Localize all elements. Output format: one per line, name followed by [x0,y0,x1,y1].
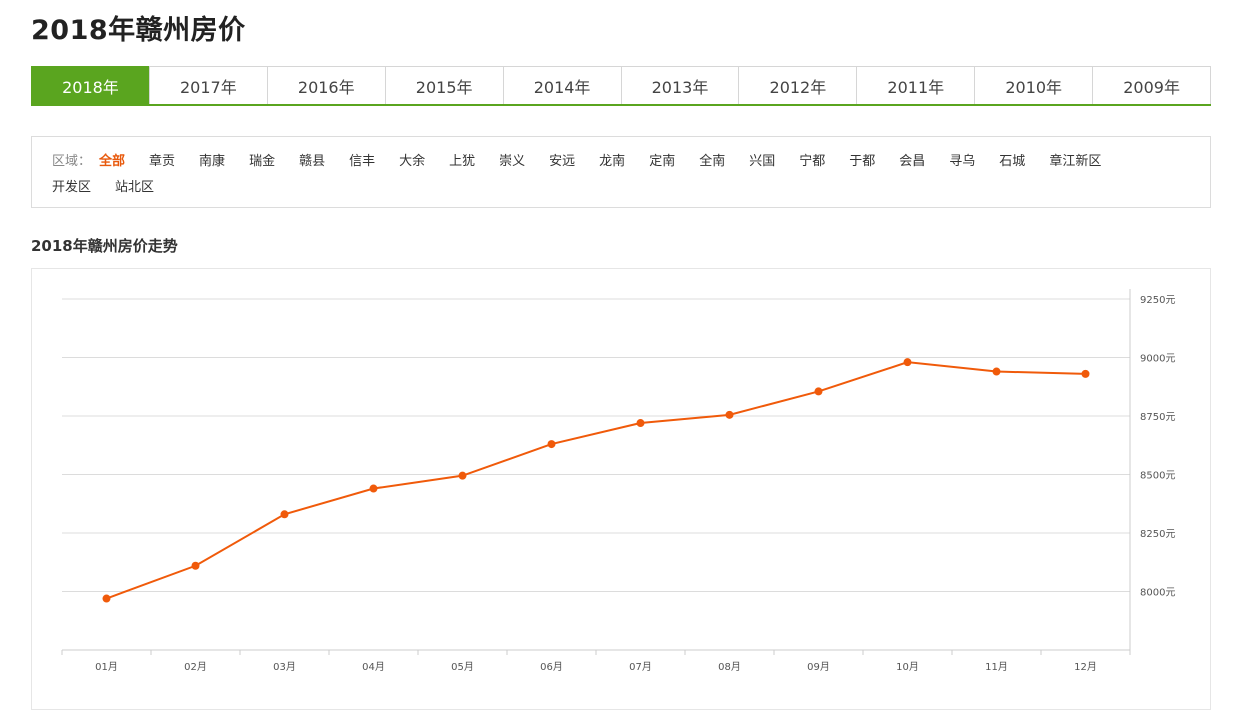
x-tick-label: 12月 [1074,661,1097,673]
x-tick-label: 01月 [95,661,118,673]
year-tab[interactable]: 2011年 [856,66,976,104]
area-item[interactable]: 大余 [399,154,426,169]
x-tick-label: 09月 [807,661,830,673]
area-filter: 区域： 全部 章贡 南康 瑞金 赣县 信丰 大余 上犹 崇义 安远 龙南 定南 全南 兴国 宁都 于都 会昌 寻乌… [31,136,1211,208]
area-item[interactable]: 上犹 [449,154,476,169]
year-tab[interactable]: 2014年 [502,66,622,104]
area-item[interactable]: 会昌 [899,154,926,169]
data-point [102,594,111,603]
x-tick-label: 05月 [451,661,474,673]
data-point [280,510,289,519]
data-point [903,358,912,367]
area-item[interactable]: 瑞金 [249,154,276,169]
year-tabs: 2018年 2017年 2016年 2015年 2014年 2013年 2012年 2011年… [31,66,1212,106]
area-item[interactable]: 石城 [999,154,1026,169]
data-point [369,484,378,493]
y-tick-label: 8250元 [1140,529,1175,540]
area-item[interactable]: 赣县 [299,154,326,169]
data-point [814,387,823,396]
area-item[interactable]: 寻乌 [949,154,976,169]
year-tab[interactable]: 2017年 [148,66,268,104]
area-item[interactable]: 信丰 [349,154,376,169]
data-point [725,410,734,419]
page-title: 2018年赣州房价 [31,15,246,46]
year-tab[interactable]: 2013年 [620,66,740,104]
chart-svg: 8000元 8250元 8500元 8750元 9000元 9250元 01月 02月 03月 0… [61,289,1175,673]
area-item[interactable]: 兴国 [749,154,776,169]
series-line [106,361,1086,600]
year-tab[interactable]: 2012年 [738,66,858,104]
area-item[interactable]: 南康 [199,154,226,169]
area-item[interactable]: 定南 [649,154,676,169]
area-filter-label: 区域： [52,154,92,169]
area-item[interactable]: 崇义 [499,154,526,169]
area-item[interactable]: 宁都 [799,154,826,169]
x-tick-label: 07月 [629,661,652,673]
area-item[interactable]: 龙南 [599,154,626,169]
year-tab[interactable]: 2018年 [31,66,150,104]
y-tick-label: 8500元 [1140,471,1175,482]
area-item[interactable]: 全南 [699,154,726,169]
y-tick-label: 8000元 [1140,588,1175,599]
x-tick-label: 04月 [362,661,385,673]
year-tab[interactable]: 2015年 [384,66,504,104]
area-item[interactable]: 开发区 [52,180,92,195]
data-point [636,419,645,428]
area-item[interactable]: 章江新区 [1049,154,1102,169]
area-item[interactable]: 章贡 [149,154,176,169]
data-point [458,471,467,480]
price-trend-chart: 8000元 8250元 8500元 8750元 9000元 9250元 01月 02月 03月 0… [31,268,1211,710]
x-tick-label: 02月 [184,661,207,673]
area-item[interactable]: 站北区 [115,180,155,195]
x-tick-label: 08月 [718,661,741,673]
data-point [992,367,1001,376]
area-item[interactable]: 安远 [549,154,576,169]
year-tab[interactable]: 2009年 [1092,66,1212,104]
data-point [547,440,556,449]
x-tick-label: 10月 [896,661,919,673]
data-point [1081,369,1090,378]
x-tick-label: 06月 [540,661,563,673]
data-point [191,561,200,570]
year-tab[interactable]: 2016年 [266,66,386,104]
y-tick-label: 9250元 [1140,295,1175,306]
year-tab[interactable]: 2010年 [974,66,1094,104]
y-tick-label: 9000元 [1140,354,1175,365]
y-tick-label: 8750元 [1140,412,1175,423]
x-tick-label: 03月 [273,661,296,673]
x-tick-label: 11月 [985,661,1008,673]
area-item[interactable]: 全部 [99,154,126,169]
chart-title: 2018年赣州房价走势 [31,237,178,255]
area-item[interactable]: 于都 [849,154,876,169]
